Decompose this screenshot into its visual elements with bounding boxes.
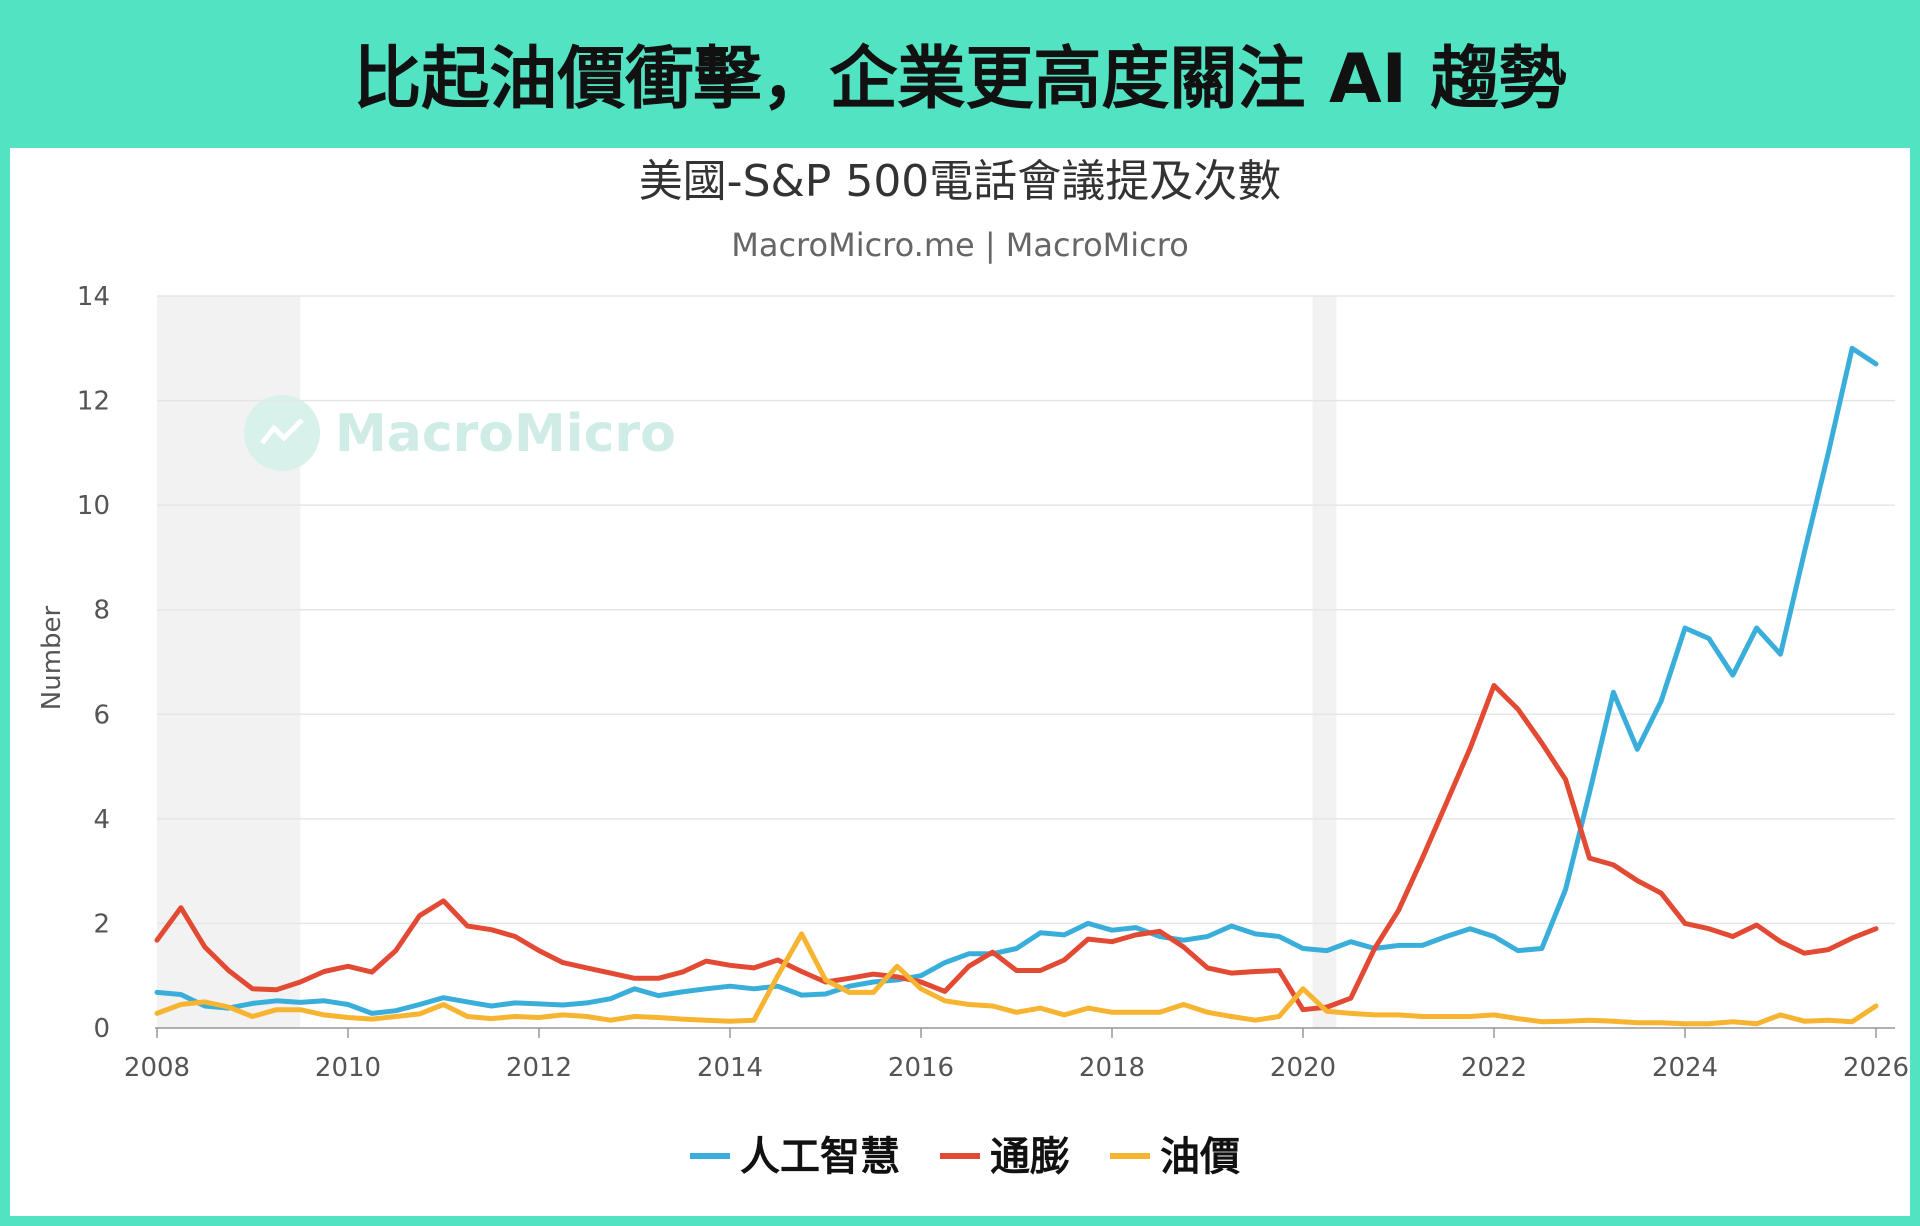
y-tick-label-8: 8 xyxy=(93,596,110,626)
chart-panel: MacroMicro 0 2 4 6 8 10 12 14 2008 2010 2012 2014 2… xyxy=(10,148,1910,1216)
watermark-text: MacroMicro xyxy=(335,404,676,464)
y-tick-label-2: 2 xyxy=(93,909,110,939)
x-axis-ticks: 2008 2010 2012 2014 2016 2018 2020 2022 2024 2026 xyxy=(124,1027,1909,1083)
y-axis-label: Number xyxy=(37,605,67,710)
x-tick-label-2026: 2026 xyxy=(1843,1053,1909,1083)
y-tick-label-6: 6 xyxy=(93,700,110,730)
chart-title: 美國-S&P 500電話會議提及次數 xyxy=(639,156,1282,207)
y-tick-label-4: 4 xyxy=(93,805,110,835)
shaded-periods xyxy=(157,296,1337,1028)
watermark: MacroMicro xyxy=(244,395,676,471)
legend-label-2: 油價 xyxy=(1160,1134,1240,1180)
legend-label-0: 人工智慧 xyxy=(740,1134,900,1180)
series-line-1 xyxy=(154,683,1879,1013)
x-tick-label-2012: 2012 xyxy=(506,1053,572,1083)
x-tick-label-2010: 2010 xyxy=(315,1053,381,1083)
y-tick-label-10: 10 xyxy=(77,491,110,521)
legend-label-1: 通膨 xyxy=(990,1134,1070,1180)
x-tick-label-2016: 2016 xyxy=(888,1053,954,1083)
series-lines xyxy=(154,345,1879,1027)
y-tick-label-14: 14 xyxy=(77,282,110,312)
x-tick-label-2008: 2008 xyxy=(124,1053,190,1083)
x-tick-label-2014: 2014 xyxy=(697,1053,763,1083)
series-line-2 xyxy=(154,931,1879,1027)
headline: 比起油價衝擊，企業更高度關注 AI 趨勢 xyxy=(353,40,1567,119)
chart-subtitle: MacroMicro.me | MacroMicro xyxy=(731,226,1189,264)
y-axis-ticks: 0 2 4 6 8 10 12 14 xyxy=(77,282,110,1044)
x-tick-label-2020: 2020 xyxy=(1270,1053,1336,1083)
x-tick-label-2022: 2022 xyxy=(1461,1053,1527,1083)
x-tick-label-2024: 2024 xyxy=(1652,1053,1718,1083)
legend: 人工智慧 通膨 油價 xyxy=(690,1134,1240,1180)
watermark-logo-mark xyxy=(260,418,304,445)
shaded-period-1 xyxy=(1312,296,1337,1028)
x-tick-label-2018: 2018 xyxy=(1079,1053,1145,1083)
y-tick-label-0: 0 xyxy=(93,1014,110,1044)
series-line-0 xyxy=(154,345,1879,1016)
y-tick-label-12: 12 xyxy=(77,387,110,417)
